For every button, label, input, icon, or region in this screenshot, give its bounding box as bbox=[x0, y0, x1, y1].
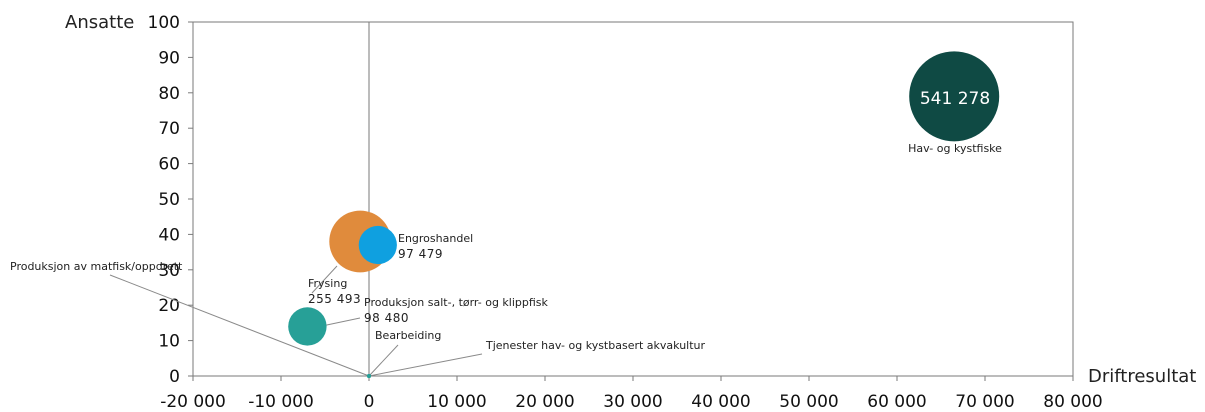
y-tick-label: 20 bbox=[158, 296, 180, 316]
x-tick-label: 10 000 bbox=[427, 392, 486, 412]
x-tick-label: 0 bbox=[364, 392, 375, 412]
frysing-label: Frysing bbox=[308, 277, 347, 290]
x-ticks: -20 000 -10 000 0 10 000 20 000 30 000 40 000 5… bbox=[160, 376, 1103, 412]
tjenester-label: Tjenester hav- og kystbasert akvakultur bbox=[485, 339, 706, 352]
x-tick-label: 70 000 bbox=[955, 392, 1014, 412]
bubble-tjenester bbox=[367, 374, 371, 378]
hav-label: Hav- og kystfiske bbox=[908, 142, 1002, 155]
bubble-engros bbox=[359, 226, 397, 264]
engros-label: Engroshandel bbox=[398, 232, 473, 245]
leader-matfisk bbox=[110, 275, 369, 376]
x-tick-label: 50 000 bbox=[779, 392, 838, 412]
x-tick-label: -20 000 bbox=[160, 392, 226, 412]
y-tick-label: 40 bbox=[158, 225, 180, 245]
y-tick-label: 100 bbox=[148, 13, 180, 33]
x-tick-label: 20 000 bbox=[515, 392, 574, 412]
bearbeiding-label: Bearbeiding bbox=[375, 329, 441, 342]
hav-value-label: 541 278 bbox=[920, 89, 990, 109]
x-tick-label: 40 000 bbox=[691, 392, 750, 412]
y-tick-label: 70 bbox=[158, 119, 180, 139]
x-tick-label: 30 000 bbox=[603, 392, 662, 412]
salt-label: Produksjon salt-, tørr- og klippfisk bbox=[364, 296, 549, 309]
x-tick-label: -10 000 bbox=[248, 392, 314, 412]
engros-value: 97 479 bbox=[398, 247, 443, 261]
y-tick-label: 90 bbox=[158, 48, 180, 68]
bubble-salt bbox=[288, 307, 326, 345]
y-tick-label: 0 bbox=[169, 367, 180, 387]
y-tick-label: 10 bbox=[158, 332, 180, 352]
x-axis-title: Driftresultat bbox=[1088, 366, 1196, 387]
x-tick-label: 80 000 bbox=[1043, 392, 1102, 412]
salt-value: 98 480 bbox=[364, 311, 409, 325]
matfisk-label: Produksjon av matfisk/oppdrett bbox=[10, 260, 183, 273]
y-tick-label: 60 bbox=[158, 155, 180, 175]
y-axis-title: Ansatte bbox=[65, 12, 134, 33]
y-tick-label: 50 bbox=[158, 190, 180, 210]
leader-salt bbox=[322, 318, 360, 326]
x-tick-label: 60 000 bbox=[867, 392, 926, 412]
y-tick-label: 80 bbox=[158, 84, 180, 104]
frysing-value: 255 493 bbox=[308, 292, 361, 306]
